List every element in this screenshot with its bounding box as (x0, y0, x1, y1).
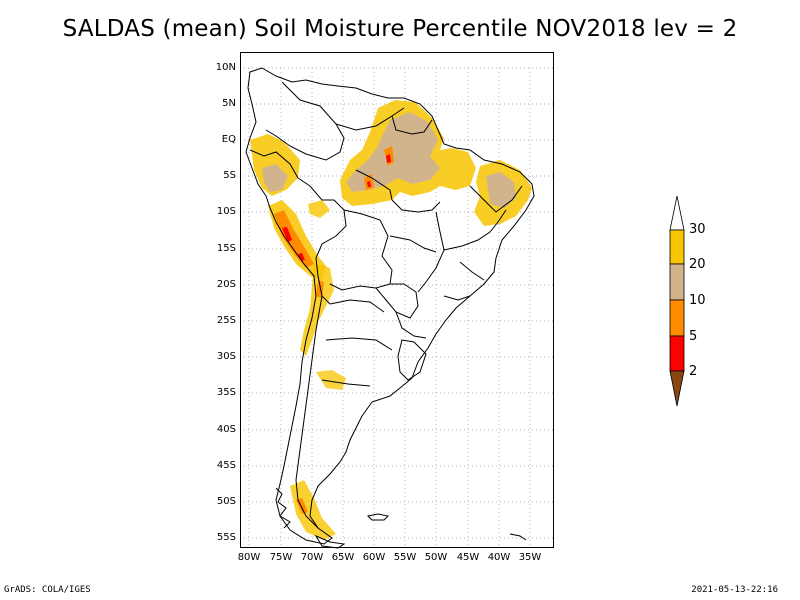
lat-label-30s: 30S (216, 351, 236, 362)
lon-label-60w: 60W (362, 552, 386, 563)
lon-label-35w: 35W (518, 552, 542, 563)
lon-label-45w: 45W (456, 552, 480, 563)
chile-fjords (275, 487, 291, 529)
lon-label-75w: 75W (269, 552, 293, 563)
legend-label-5: 5 (689, 329, 698, 344)
map-title: SALDAS (mean) Soil Moisture Percentile N… (62, 16, 738, 42)
border-brazil-states-north (391, 199, 441, 213)
borders (245, 67, 535, 549)
border-ecuador-peru (249, 149, 299, 179)
border-brazil-states-ne (469, 185, 523, 213)
border-brazil-states-center (417, 211, 445, 293)
falkland-islands (366, 513, 390, 521)
region-ne-brazil-tan (486, 172, 516, 208)
border-chile-argentina (295, 295, 323, 529)
lat-label-eq: EQ (221, 134, 236, 145)
lon-label-40w: 40W (487, 552, 511, 563)
legend-swatch-below-2 (669, 370, 685, 407)
border-bolivia-brazil (329, 209, 393, 291)
lat-label-40s: 40S (216, 424, 236, 435)
region-amazon-north-red (367, 154, 391, 187)
legend-swatch-20-30 (669, 229, 685, 265)
lon-label-65w: 65W (331, 552, 355, 563)
lat-label-50s: 50S (216, 496, 236, 507)
legend-label-10: 10 (689, 293, 706, 308)
coastline-south-america (245, 67, 535, 545)
tierra-del-fuego (314, 534, 346, 549)
border-argentina-provinces (321, 299, 393, 387)
lat-label-45s: 45S (216, 460, 236, 471)
border-guianas (391, 115, 433, 135)
region-andes-red (282, 227, 305, 261)
lon-label-55w: 55W (393, 552, 417, 563)
lat-label-5n: 5N (222, 98, 236, 109)
legend-label-20: 20 (689, 257, 706, 272)
region-west-amazon-tan (262, 164, 288, 192)
lat-label-20s: 20S (216, 279, 236, 290)
lat-label-55s: 55S (216, 532, 236, 543)
border-paraguay (375, 283, 419, 319)
map-panel (240, 67, 554, 549)
lat-label-10n: 10N (215, 62, 236, 73)
region-amazon-north-tan (346, 112, 440, 192)
border-argentina-brazil (395, 311, 427, 339)
legend-swatch-2-5 (669, 335, 685, 372)
border-bolivia-chile (315, 257, 331, 305)
region-bolivia-lowland-yellow (308, 200, 330, 218)
lon-label-80w: 80W (237, 552, 261, 563)
lat-label-5s: 5S (223, 170, 236, 181)
lat-label-15s: 15S (216, 243, 236, 254)
region-andes-orange (274, 210, 314, 268)
border-brazil-states-se (443, 261, 485, 301)
legend-colorbar (669, 195, 685, 407)
footer-timestamp: 2021-05-13-22:16 (691, 585, 778, 595)
lon-label-70w: 70W (300, 552, 324, 563)
border-venezuela-brazil (335, 107, 405, 131)
lat-label-35s: 35S (216, 387, 236, 398)
region-patagonia-yellow (290, 480, 336, 540)
map-frame (240, 52, 554, 548)
border-brazil-states-mid (389, 235, 437, 253)
lat-label-10s: 10S (216, 206, 236, 217)
legend-swatch-5-10 (669, 299, 685, 337)
legend-label-2: 2 (689, 364, 698, 379)
border-colombia-venezuela (265, 81, 345, 161)
region-argentina-central-yellow (316, 370, 346, 390)
legend-label-30: 30 (689, 222, 706, 237)
footer-credit: GrADS: COLA/IGES (4, 585, 91, 595)
south-georgia (509, 533, 527, 541)
border-uruguay (397, 339, 427, 381)
legend-swatch-above-30 (669, 195, 685, 231)
border-brazil-states-east (443, 209, 507, 251)
border-brazil-states-amazon (355, 169, 393, 201)
legend-swatch-10-20 (669, 263, 685, 301)
lon-label-50w: 50W (424, 552, 448, 563)
lat-label-25s: 25S (216, 315, 236, 326)
